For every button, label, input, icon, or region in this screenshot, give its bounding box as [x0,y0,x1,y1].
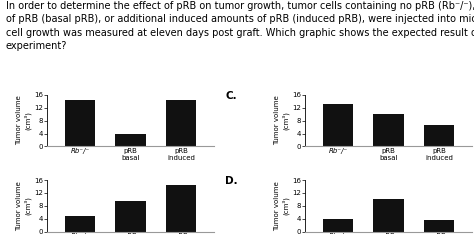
Text: D.: D. [226,176,238,186]
Bar [323,219,353,232]
Bar [374,114,403,146]
Y-axis label: Tumor volume
(cm³): Tumor volume (cm³) [274,96,289,146]
Bar [65,216,95,232]
Bar [323,104,353,146]
Bar [116,201,146,232]
Bar [116,134,146,146]
Bar [166,185,196,232]
Bar [65,100,95,146]
Bar [374,199,403,232]
Y-axis label: Tumor volume
(cm³): Tumor volume (cm³) [16,96,31,146]
Bar [166,100,196,146]
Bar [424,220,454,232]
Text: In order to determine the effect of pRB on tumor growth, tumor cells containing : In order to determine the effect of pRB … [6,1,474,51]
Text: C.: C. [226,91,237,101]
Bar [424,125,454,146]
Y-axis label: Tumor volume
(cm³): Tumor volume (cm³) [274,181,289,231]
Y-axis label: Tumor volume
(cm³): Tumor volume (cm³) [16,181,31,231]
